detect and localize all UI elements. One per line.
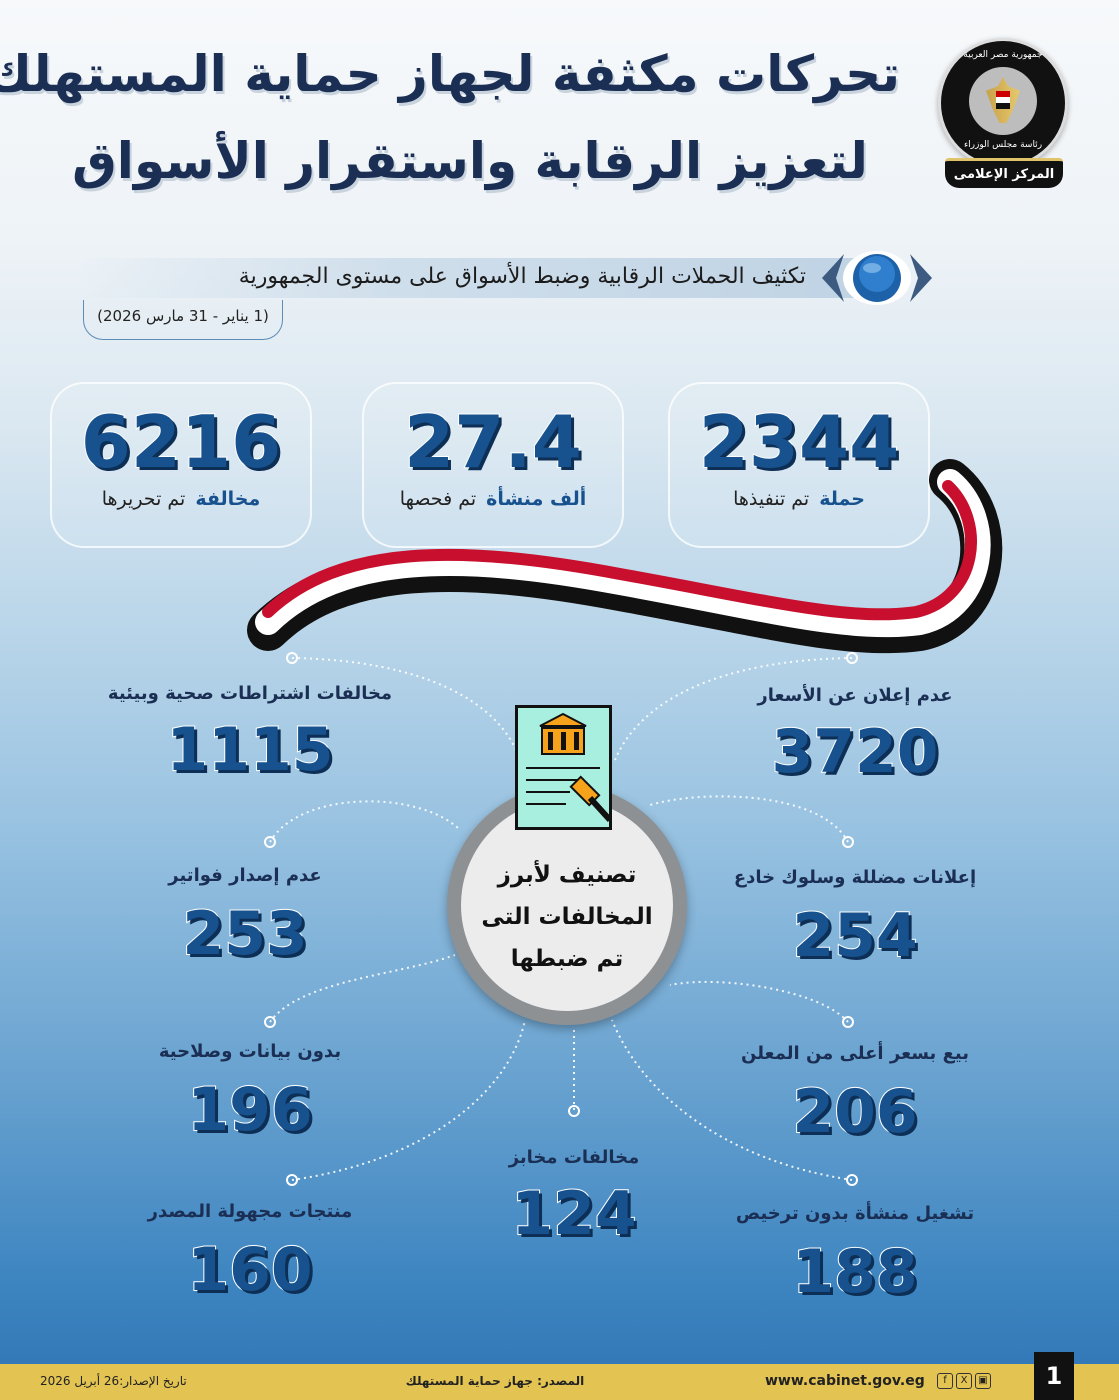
cabinet-media-center-logo: جمهورية مصر العربية رئاسة مجلس الوزراء — [938, 38, 1068, 168]
stat-label-text: تم فحصها — [399, 488, 477, 510]
stat-value: 27.4 — [403, 400, 583, 484]
law-document-gavel-icon — [515, 705, 613, 830]
stat-card-campaigns: 2344 حملة تم تنفيذها — [668, 382, 930, 548]
violation-value: 206 — [791, 1077, 918, 1147]
social-icons: f X ▣ — [934, 1372, 991, 1389]
website-link[interactable]: www.cabinet.gov.eg — [765, 1373, 925, 1389]
violation-label: مخالفات اشتراطات صحية وبيئية — [107, 683, 393, 704]
center-line3: تم ضبطها — [510, 946, 624, 972]
eagle-emblem-icon — [969, 67, 1037, 135]
violation-label: عدم إعلان عن الأسعار — [757, 685, 953, 706]
connector-dot — [286, 652, 298, 664]
date-range: (1 يناير - 31 مارس 2026) — [83, 300, 283, 340]
connector-dot — [264, 836, 276, 848]
connector-dot — [286, 1174, 298, 1186]
violation-label: بدون بيانات وصلاحية — [158, 1041, 342, 1062]
violation-value: 196 — [186, 1075, 313, 1145]
stat-label-text: تم تنفيذها — [733, 488, 810, 510]
violation-value: 124 — [510, 1179, 637, 1249]
stat-value: 6216 — [80, 400, 282, 484]
violation-label: عدم إصدار فواتير — [168, 865, 322, 886]
connector-dot — [842, 1016, 854, 1028]
stat-label-bold: ألف منشأة — [486, 488, 587, 510]
violation-value: 1115 — [166, 715, 335, 785]
violation-value: 253 — [181, 899, 308, 969]
facebook-icon[interactable]: f — [937, 1373, 953, 1389]
stat-label-text: تم تحريرها — [101, 488, 186, 510]
violation-value: 254 — [791, 901, 918, 971]
x-icon[interactable]: X — [956, 1373, 972, 1389]
connector-dot — [846, 1174, 858, 1186]
center-line2: المخالفات التى — [481, 904, 653, 930]
page-number: 1 — [1034, 1352, 1074, 1400]
stat-label: ألف منشأة تم فحصها — [364, 488, 622, 510]
violation-value: 188 — [791, 1237, 918, 1307]
stat-card-violations: 6216 مخالفة تم تحريرها — [50, 382, 312, 548]
eye-icon — [822, 251, 932, 305]
issue-date: تاريخ الإصدار:26 أبريل 2026 — [40, 1374, 187, 1388]
logo-mid-text: رئاسة مجلس الوزراء — [963, 140, 1043, 150]
connector-dot — [846, 652, 858, 664]
violation-label: تشغيل منشأة بدون ترخيص — [735, 1203, 975, 1224]
violation-value: 160 — [186, 1235, 313, 1305]
violation-value: 3720 — [771, 717, 940, 787]
main-title-line2: لتعزيز الرقابة واستقرار الأسواق — [72, 132, 868, 190]
stat-label-bold: حملة — [819, 488, 865, 510]
violation-label: منتجات مجهولة المصدر — [147, 1201, 353, 1222]
center-line1: تصنيف لأبرز — [497, 862, 637, 888]
stat-value: 2344 — [698, 400, 900, 484]
logo-top-text: جمهورية مصر العربية — [963, 50, 1043, 60]
source: المصدر: جهاز حماية المستهلك — [405, 1374, 585, 1388]
youtube-icon[interactable]: ▣ — [975, 1373, 991, 1389]
connector-dot — [264, 1016, 276, 1028]
section-heading: تكثيف الحملات الرقابية وضبط الأسواق على … — [78, 258, 878, 298]
connector-dot — [842, 836, 854, 848]
violation-label: بيع بسعر أعلى من المعلن — [741, 1043, 969, 1064]
stat-card-facilities: 27.4 ألف منشأة تم فحصها — [362, 382, 624, 548]
main-title-line1: تحركات مكثفة لجهاز حماية المستهلك — [0, 45, 900, 103]
center-circle: تصنيف لأبرز المخالفات التى تم ضبطها — [447, 785, 687, 1025]
footer-bar: تاريخ الإصدار:26 أبريل 2026 المصدر: جهاز… — [0, 1364, 1119, 1400]
violation-label: مخالفات مخابز — [508, 1147, 640, 1168]
connector-dot — [568, 1105, 580, 1117]
stat-label: حملة تم تنفيذها — [670, 488, 928, 510]
violation-label: إعلانات مضللة وسلوك خادع — [733, 867, 977, 888]
logo-band: المركز الإعلامى — [945, 158, 1063, 188]
stat-label-bold: مخالفة — [195, 488, 261, 510]
stat-label: مخالفة تم تحريرها — [52, 488, 310, 510]
